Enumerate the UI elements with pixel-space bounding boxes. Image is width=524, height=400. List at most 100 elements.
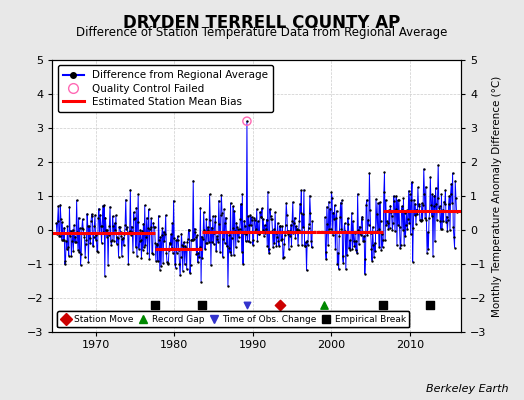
Point <box>148 250 156 256</box>
Point <box>81 254 89 260</box>
Point <box>184 236 192 242</box>
Point <box>255 231 263 237</box>
Point <box>179 268 187 274</box>
Point <box>402 221 410 228</box>
Point <box>261 226 270 232</box>
Point <box>206 217 214 223</box>
Point <box>109 223 117 229</box>
Point <box>60 224 68 231</box>
Point <box>137 255 146 261</box>
Point <box>330 216 338 222</box>
Point <box>399 195 408 202</box>
Point <box>54 203 62 209</box>
Point <box>107 242 115 249</box>
Point <box>58 219 67 226</box>
Point <box>129 248 137 255</box>
Point <box>412 206 421 213</box>
Point <box>373 228 381 234</box>
Point <box>179 242 188 249</box>
Point <box>89 243 97 249</box>
Point <box>358 238 367 244</box>
Point <box>114 253 123 260</box>
Point <box>194 250 203 256</box>
Point <box>433 195 442 202</box>
Point <box>379 236 387 243</box>
Point <box>147 215 156 222</box>
Point <box>429 203 438 210</box>
Point <box>408 179 416 185</box>
Point <box>124 261 133 268</box>
Point <box>395 224 403 230</box>
Point <box>228 225 237 232</box>
Point <box>411 200 419 207</box>
Point <box>80 230 88 237</box>
Point <box>342 229 351 236</box>
Point <box>103 234 111 240</box>
Point <box>239 261 247 267</box>
Point <box>64 244 72 250</box>
Point <box>281 232 289 238</box>
Point <box>75 249 83 256</box>
Point <box>222 214 230 221</box>
Point <box>127 232 135 238</box>
Point <box>214 238 222 245</box>
Point <box>185 270 194 276</box>
Point <box>337 197 346 204</box>
Point <box>337 226 345 232</box>
Point <box>95 230 104 236</box>
Point <box>290 214 299 221</box>
Point <box>105 222 114 229</box>
Point <box>415 201 423 208</box>
Point <box>384 226 392 232</box>
Point <box>352 247 360 253</box>
Point <box>152 241 161 248</box>
Point <box>305 192 314 199</box>
Point <box>159 260 167 266</box>
Point <box>52 220 61 226</box>
Point <box>169 250 177 256</box>
Point <box>401 233 410 239</box>
Point <box>429 253 437 260</box>
Point <box>224 282 232 289</box>
Point <box>199 236 207 242</box>
Point <box>280 241 288 247</box>
Point <box>209 213 217 219</box>
Point <box>408 258 417 265</box>
Point <box>161 212 170 218</box>
Point <box>136 227 144 233</box>
Point <box>347 210 356 216</box>
Point <box>270 240 279 246</box>
Point <box>445 193 453 199</box>
Point <box>142 234 150 240</box>
Point <box>232 244 240 250</box>
Point <box>413 184 422 191</box>
Point <box>200 226 209 233</box>
Point <box>366 230 375 236</box>
Point <box>272 243 280 249</box>
Point <box>204 227 212 233</box>
Point <box>442 218 450 225</box>
Point <box>118 236 127 242</box>
Point <box>389 220 397 226</box>
Point <box>344 221 353 227</box>
Point <box>192 234 200 240</box>
Point <box>349 218 357 224</box>
Point <box>286 233 294 239</box>
Point <box>378 244 387 250</box>
Point <box>169 198 178 204</box>
Point <box>150 224 159 231</box>
Point <box>236 216 245 223</box>
Point <box>381 237 389 243</box>
Point <box>398 203 406 209</box>
Point <box>355 224 364 230</box>
Point <box>161 231 169 237</box>
Point <box>104 232 113 239</box>
Point <box>378 231 386 238</box>
Point <box>327 189 335 195</box>
Point <box>431 238 439 245</box>
Point <box>368 224 377 230</box>
Point <box>276 302 285 308</box>
Point <box>285 228 293 234</box>
Point <box>153 240 161 247</box>
Point <box>69 227 77 233</box>
